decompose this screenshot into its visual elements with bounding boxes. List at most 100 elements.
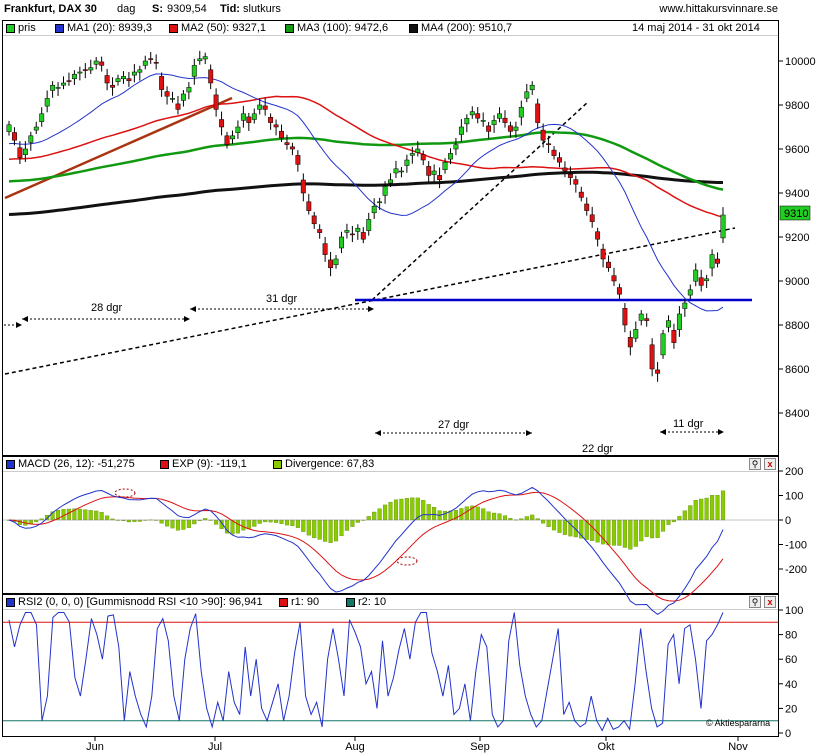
divergence-bar (699, 498, 704, 521)
macd-panel (2, 456, 779, 594)
candle-body (279, 130, 284, 139)
divergence-bar (644, 519, 649, 537)
legend-ma2: MA2 (50): 9327,1 (181, 22, 266, 34)
candle-body (671, 330, 677, 343)
price-axis-tick-label: 8800 (785, 320, 809, 332)
divergence-bar (312, 519, 317, 539)
divergence-bar (562, 519, 567, 535)
arrow-27-dgr-right-head (526, 430, 532, 436)
site-url[interactable]: www.hittakursvinnare.se (659, 3, 778, 15)
candle-body (589, 214, 595, 222)
candle-body (175, 103, 181, 110)
x-axis-tick-label: Okt (597, 741, 614, 753)
price-axis-tick-label: 8600 (785, 364, 809, 376)
candle-body (164, 91, 170, 97)
divergence-bar (464, 506, 469, 521)
legend-swatch-ma1 (55, 24, 64, 33)
divergence-bar (77, 508, 82, 521)
divergence-bar (192, 519, 197, 525)
candle-body (627, 337, 633, 348)
candle-body (355, 227, 361, 232)
legend-swatch-exp (160, 460, 169, 469)
divergence-bar (557, 519, 562, 533)
divergence-bar (83, 509, 88, 521)
candle-body (268, 117, 274, 123)
divergence-bar (263, 519, 268, 523)
candle-body (322, 243, 328, 255)
divergence-bar (257, 519, 262, 524)
divergence-bar (710, 495, 715, 521)
candle-body (55, 87, 61, 89)
s-value: 9309,54 (167, 3, 207, 15)
arrow-stub-head (16, 322, 22, 328)
candle-body (197, 58, 203, 62)
candle-body (104, 75, 110, 84)
candle-body (366, 219, 372, 231)
rsi-line (8, 612, 724, 732)
divergence-bar (295, 519, 300, 528)
watermark: © Aktiespararna (706, 718, 770, 728)
candle-body (616, 287, 622, 295)
candle-body (622, 308, 628, 326)
divergence-bar (268, 519, 273, 523)
divergence-bar (186, 519, 191, 528)
legend-divergence: Divergence: 67,83 (285, 458, 375, 470)
divergence-bar (393, 499, 399, 521)
candle-body (393, 168, 399, 174)
divergence-bar (655, 519, 660, 538)
divergence-bar (541, 519, 546, 524)
divergence-bar (508, 518, 513, 521)
period-label: dag (117, 3, 136, 15)
candle-body (148, 58, 154, 60)
price-axis-tick-label: 9000 (785, 276, 809, 288)
candle-body (529, 84, 535, 91)
candle-body (99, 61, 105, 66)
divergence-bar (633, 519, 638, 547)
rsi-plot (3, 612, 778, 732)
candle-body (208, 69, 214, 84)
candle-body (567, 174, 573, 178)
legend-swatch-ma4 (409, 24, 418, 33)
candle-body (453, 144, 459, 150)
divergence-bar (720, 490, 726, 521)
candle-body (382, 186, 388, 196)
divergence-bar (328, 519, 333, 543)
rsi-axis-tick-label: 80 (785, 630, 797, 642)
divergence-bar (344, 519, 349, 531)
arrow-11-dgr-left-head (660, 429, 666, 435)
candle-body (44, 98, 50, 107)
macd-zoom-button[interactable]: ⚲ (749, 458, 761, 470)
axes: 8400860088009000920094009600980010000-20… (86, 56, 815, 753)
candle-body (17, 147, 23, 159)
candle-body (180, 93, 186, 101)
divergence-bar (410, 497, 415, 521)
divergence-bar (628, 519, 633, 550)
macd-axis-tick-label: -100 (785, 540, 807, 552)
candle-body (518, 106, 524, 118)
divergence-bar (617, 519, 622, 546)
candle-body (121, 76, 126, 80)
divergence-bar (551, 519, 557, 531)
divergence-bar (715, 495, 720, 521)
annotation-31-dgr: 31 dgr (266, 293, 298, 305)
divergence-bar (388, 501, 393, 521)
macd-close-button[interactable]: x (764, 458, 776, 470)
candle-body (246, 116, 252, 123)
candle-body (513, 126, 519, 131)
price-legend: pris MA1 (20): 8939,3 MA2 (50): 9327,1 M… (3, 21, 778, 36)
divergence-bar (105, 515, 110, 521)
divergence-bar (241, 519, 246, 531)
divergence-bar (350, 519, 355, 527)
exp-line (8, 491, 724, 602)
candle-body (295, 155, 301, 165)
legend-swatch-r1 (279, 598, 288, 607)
divergence-bar (317, 519, 322, 540)
rsi-close-button[interactable]: x (764, 596, 776, 608)
price-plot (4, 50, 752, 436)
arrow-31-dgr-right-head (368, 306, 374, 312)
candle-body (377, 201, 383, 204)
divergence-bar (682, 510, 687, 521)
rsi-zoom-button[interactable]: ⚲ (749, 596, 761, 608)
divergence-bar (94, 510, 99, 521)
